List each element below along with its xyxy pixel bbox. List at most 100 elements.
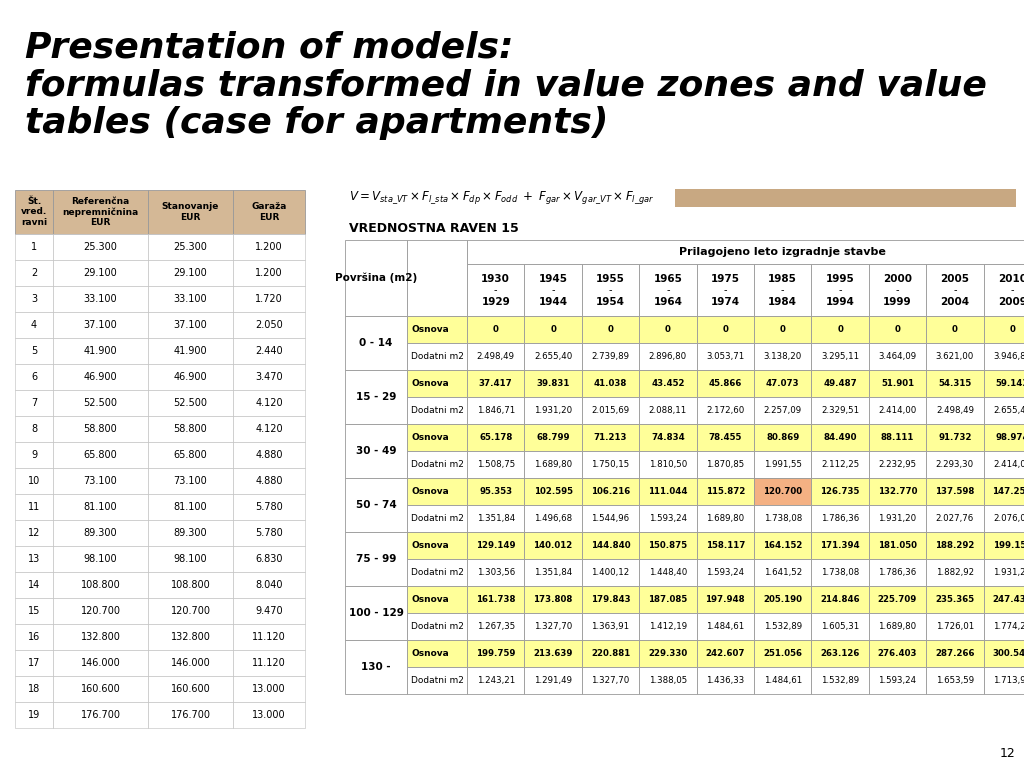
Text: 1.846,71: 1.846,71	[476, 406, 515, 415]
Text: 247.435: 247.435	[992, 595, 1024, 604]
Bar	[467, 640, 524, 667]
Bar	[467, 240, 1024, 264]
Text: 0: 0	[722, 325, 728, 334]
Bar	[984, 640, 1024, 667]
Text: 2.414,00: 2.414,00	[879, 406, 916, 415]
Text: 132.770: 132.770	[878, 487, 918, 496]
Bar	[926, 559, 984, 586]
Text: 0: 0	[779, 325, 785, 334]
Text: 2.257,09: 2.257,09	[764, 406, 802, 415]
Bar	[582, 640, 639, 667]
Text: 2.293,30: 2.293,30	[936, 460, 974, 469]
Text: 2.329,51: 2.329,51	[821, 406, 859, 415]
Text: 2.896,80: 2.896,80	[649, 352, 687, 361]
Text: 41.900: 41.900	[84, 346, 118, 356]
Text: 181.050: 181.050	[878, 541, 918, 550]
Bar	[984, 667, 1024, 694]
Bar	[696, 264, 754, 316]
Text: 1: 1	[31, 242, 37, 252]
Bar	[524, 505, 582, 532]
Bar	[639, 532, 696, 559]
Bar	[582, 451, 639, 478]
Bar	[148, 676, 233, 702]
Text: 0: 0	[838, 325, 843, 334]
Bar	[926, 451, 984, 478]
Text: 1.448,40: 1.448,40	[649, 568, 687, 577]
Bar	[467, 370, 524, 397]
Bar	[407, 532, 467, 559]
Bar	[407, 586, 467, 613]
Bar	[407, 240, 467, 316]
Text: Dodatni m2: Dodatni m2	[411, 622, 464, 631]
Text: 108.800: 108.800	[81, 580, 121, 590]
Text: -: -	[494, 285, 498, 295]
Bar	[696, 613, 754, 640]
Text: 49.487: 49.487	[823, 379, 857, 388]
Bar	[582, 532, 639, 559]
Bar	[467, 424, 524, 451]
Text: Osnova: Osnova	[411, 433, 449, 442]
Bar	[696, 478, 754, 505]
Bar	[148, 598, 233, 624]
Text: 13.000: 13.000	[252, 710, 286, 720]
Bar	[407, 505, 467, 532]
Text: 89.300: 89.300	[84, 528, 118, 538]
Bar	[984, 532, 1024, 559]
Bar	[754, 505, 811, 532]
Text: 1.786,36: 1.786,36	[821, 514, 859, 523]
Bar	[148, 650, 233, 676]
Text: 126.735: 126.735	[820, 487, 860, 496]
Text: 46.900: 46.900	[84, 372, 118, 382]
Text: 263.126: 263.126	[820, 649, 860, 658]
Text: 1975: 1975	[711, 273, 739, 283]
Bar	[467, 397, 524, 424]
Bar	[811, 505, 868, 532]
Bar	[811, 586, 868, 613]
Text: 1.267,35: 1.267,35	[476, 622, 515, 631]
Text: 1.436,33: 1.436,33	[707, 676, 744, 685]
Bar	[407, 316, 467, 343]
Text: 1994: 1994	[825, 297, 855, 307]
Bar	[524, 478, 582, 505]
Bar	[639, 264, 696, 316]
Bar	[754, 532, 811, 559]
Text: 1.713,94: 1.713,94	[993, 676, 1024, 685]
Bar	[926, 505, 984, 532]
Bar	[754, 397, 811, 424]
Text: 37.100: 37.100	[174, 320, 208, 330]
Text: 37.100: 37.100	[84, 320, 118, 330]
Bar	[754, 559, 811, 586]
Bar	[754, 640, 811, 667]
Bar	[53, 494, 148, 520]
Text: 1.882,92: 1.882,92	[936, 568, 974, 577]
Text: 45.866: 45.866	[709, 379, 742, 388]
Text: 197.948: 197.948	[706, 595, 745, 604]
Text: 9: 9	[31, 450, 37, 460]
Text: 2.440: 2.440	[255, 346, 283, 356]
Text: 58.800: 58.800	[84, 424, 118, 434]
Text: 5.780: 5.780	[255, 528, 283, 538]
Text: 2000: 2000	[883, 273, 912, 283]
Text: 1.508,75: 1.508,75	[476, 460, 515, 469]
Text: 120.700: 120.700	[171, 606, 211, 616]
Bar	[407, 478, 467, 505]
Text: 1985: 1985	[768, 273, 797, 283]
Bar	[407, 397, 467, 424]
Bar	[926, 640, 984, 667]
Bar	[926, 478, 984, 505]
Text: tables (case for apartments): tables (case for apartments)	[25, 106, 608, 140]
Text: 229.330: 229.330	[648, 649, 687, 658]
Bar	[15, 338, 53, 364]
Bar	[524, 343, 582, 370]
Text: 2.050: 2.050	[255, 320, 283, 330]
Bar	[811, 613, 868, 640]
Text: 108.800: 108.800	[171, 580, 210, 590]
Text: VREDNOSTNA RAVEN 15: VREDNOSTNA RAVEN 15	[349, 222, 519, 235]
Bar	[148, 468, 233, 494]
Bar	[926, 370, 984, 397]
Text: 91.732: 91.732	[938, 433, 972, 442]
Bar	[467, 667, 524, 694]
Bar	[233, 286, 305, 312]
Bar	[15, 494, 53, 520]
Text: 1944: 1944	[539, 297, 567, 307]
